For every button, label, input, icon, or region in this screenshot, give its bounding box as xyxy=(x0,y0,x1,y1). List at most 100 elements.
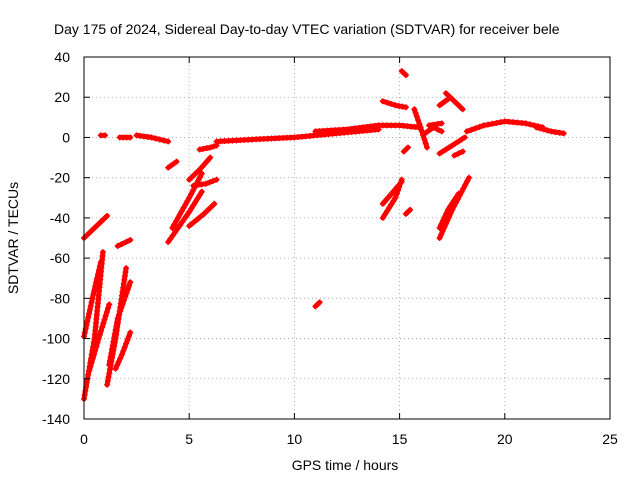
data-layer xyxy=(81,68,567,402)
data-point xyxy=(188,191,195,198)
data-point xyxy=(109,346,116,353)
data-point xyxy=(121,344,128,351)
grid xyxy=(84,57,610,419)
y-tick-label: -40 xyxy=(50,210,70,226)
data-point xyxy=(173,218,180,225)
data-point xyxy=(201,160,208,167)
data-point xyxy=(114,362,121,369)
data-point xyxy=(439,227,446,234)
data-point xyxy=(522,120,529,127)
y-tick-label: -20 xyxy=(50,170,70,186)
data-point xyxy=(453,193,460,200)
data-point xyxy=(127,237,134,244)
data-point xyxy=(423,144,430,151)
data-point xyxy=(104,381,111,388)
y-axis-label: SDTVAR / TECUs xyxy=(5,182,21,294)
data-point xyxy=(152,135,159,142)
data-point xyxy=(493,119,500,126)
data-point xyxy=(395,182,402,189)
y-tick-label: -120 xyxy=(42,371,70,387)
data-point xyxy=(160,137,167,144)
data-point xyxy=(444,206,451,213)
data-point xyxy=(174,214,181,221)
data-point xyxy=(452,140,459,147)
data-point xyxy=(107,353,114,360)
data-point xyxy=(180,204,187,211)
data-point xyxy=(96,331,103,338)
data-point xyxy=(405,144,412,151)
data-point xyxy=(552,129,559,136)
data-arc-arc-o xyxy=(186,154,214,183)
data-point xyxy=(393,191,400,198)
data-point xyxy=(183,212,190,219)
data-point xyxy=(449,200,456,207)
data-point xyxy=(106,357,113,364)
data-point xyxy=(117,355,124,362)
data-point xyxy=(165,138,172,145)
data-point xyxy=(90,351,97,358)
x-tick-label: 5 xyxy=(185,431,193,447)
data-arc-arc-f xyxy=(106,279,134,368)
data-point xyxy=(211,200,218,207)
data-point xyxy=(90,291,97,298)
data-point xyxy=(206,179,213,186)
data-point xyxy=(388,201,395,208)
data-point xyxy=(86,310,93,317)
data-arc-arc-q xyxy=(186,200,218,229)
data-point xyxy=(98,327,105,334)
data-point xyxy=(436,150,443,157)
data-point xyxy=(167,235,174,242)
data-point xyxy=(171,221,178,228)
data-arc-arc-m xyxy=(165,188,205,246)
data-point xyxy=(451,197,458,204)
data-arc-arc-aj xyxy=(436,174,473,241)
data-point xyxy=(426,122,433,129)
data-point xyxy=(123,265,130,272)
data-point xyxy=(126,282,133,289)
data-point xyxy=(392,102,399,109)
data-point xyxy=(489,120,496,127)
data-point xyxy=(97,218,104,225)
data-point xyxy=(89,355,96,362)
data-point xyxy=(316,299,323,306)
data-point xyxy=(402,72,409,79)
data-point xyxy=(402,104,409,111)
data-point xyxy=(386,204,393,211)
data-point xyxy=(415,117,422,124)
data-point xyxy=(189,187,196,194)
data-point xyxy=(203,145,210,152)
data-arc-arc-am xyxy=(533,124,567,137)
data-point xyxy=(198,170,205,177)
data-point xyxy=(422,140,429,147)
data-point xyxy=(560,130,567,137)
data-arc-arc-ak xyxy=(436,190,462,231)
data-point xyxy=(118,304,125,311)
data-point xyxy=(466,174,473,181)
data-point xyxy=(392,194,399,201)
data-arc-arc-al xyxy=(463,118,546,135)
data-arc-arc-h xyxy=(114,237,134,250)
data-point xyxy=(173,158,180,165)
data-point xyxy=(100,320,107,327)
data-point xyxy=(118,241,125,248)
data-point xyxy=(312,303,319,310)
data-point xyxy=(186,208,193,215)
data-point xyxy=(86,306,93,313)
data-point xyxy=(413,113,420,120)
chart-title: Day 175 of 2024, Sidereal Day-to-day VTE… xyxy=(54,21,560,37)
data-point xyxy=(84,318,91,325)
data-point xyxy=(88,359,95,366)
data-point xyxy=(165,239,172,246)
data-point xyxy=(105,374,112,381)
data-band xyxy=(165,159,180,171)
data-point xyxy=(112,327,119,334)
data-point xyxy=(176,222,183,229)
data-point xyxy=(210,178,217,185)
data-point xyxy=(102,132,109,139)
data-arc-arc-i xyxy=(97,132,109,139)
data-point xyxy=(172,228,179,235)
data-point xyxy=(417,124,424,131)
data-arc-arc-ai xyxy=(451,148,466,159)
data-point xyxy=(476,123,483,130)
